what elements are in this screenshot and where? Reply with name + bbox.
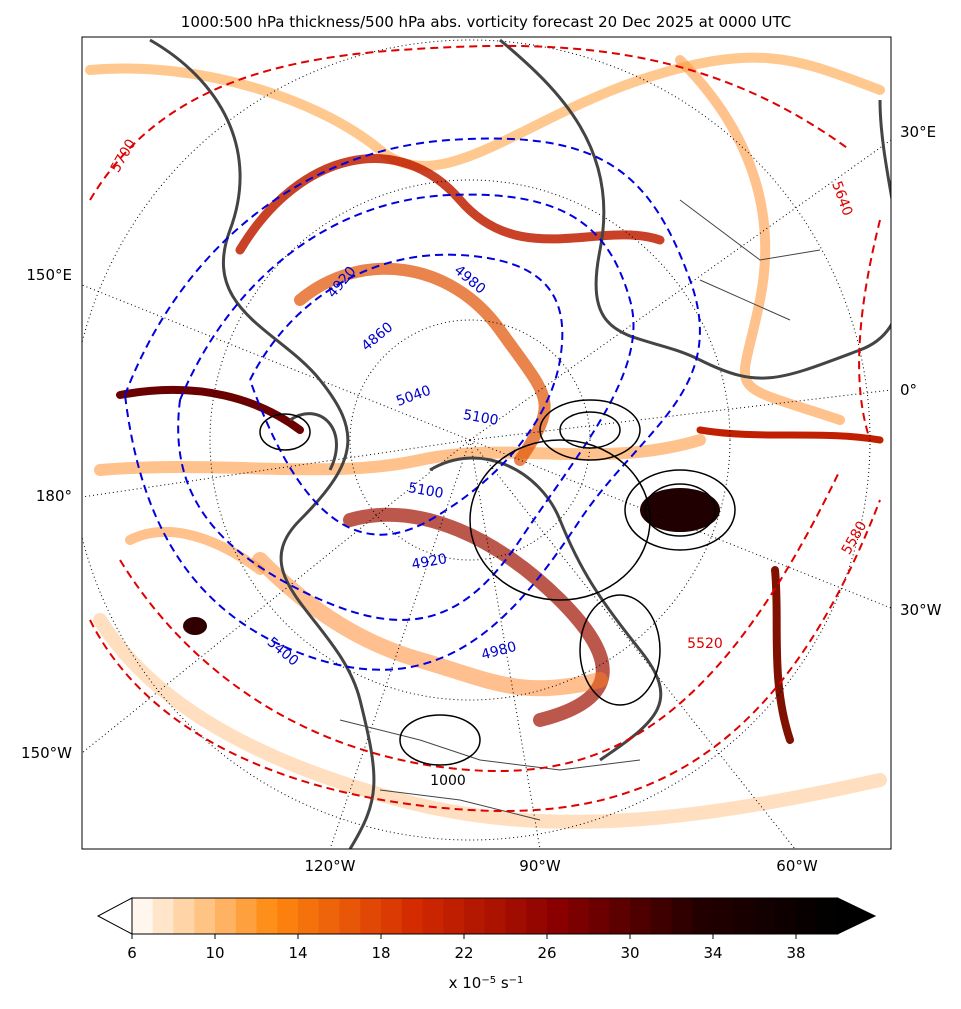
colorbar-box — [443, 898, 465, 934]
colorbar-box — [505, 898, 527, 934]
map-frame — [81, 36, 892, 850]
colorbar-label-part: −5 — [481, 975, 496, 986]
colorbar-box — [215, 898, 237, 934]
colorbar-tick-label: 34 — [703, 944, 722, 962]
colorbar-tick-label: 38 — [786, 944, 805, 962]
grid-label: 60°W — [776, 857, 818, 875]
grid-label: 90°W — [519, 857, 561, 875]
contour-label: 5520 — [687, 636, 723, 652]
colorbar-box — [339, 898, 361, 934]
colorbar-box — [318, 898, 340, 934]
colorbar-tick-label: 22 — [454, 944, 473, 962]
contour-label: 1000 — [430, 773, 466, 789]
colorbar-box — [588, 898, 610, 934]
colorbar-box — [277, 898, 299, 934]
colorbar-label-part: −1 — [509, 975, 524, 986]
colorbar-box — [464, 898, 486, 934]
colorbar-tick-label: 14 — [288, 944, 307, 962]
contour-label: 5100 — [462, 407, 500, 429]
colorbar-box — [754, 898, 776, 934]
vorticity-field — [85, 52, 887, 829]
colorbar-label-part: x 10 — [449, 974, 482, 992]
colorbar-box — [816, 898, 838, 934]
map — [82, 37, 891, 849]
thickness-low — [124, 137, 701, 671]
colorbar-tick-label: 26 — [537, 944, 556, 962]
colorbar-box — [547, 898, 569, 934]
colorbar-tick-label: 10 — [205, 944, 224, 962]
colorbar-box — [796, 898, 818, 934]
colorbar-box — [526, 898, 548, 934]
colorbar-box — [152, 898, 174, 934]
colorbar-box — [775, 898, 797, 934]
title: 1000:500 hPa thickness/500 hPa abs. vort… — [181, 13, 791, 31]
colorbar-box — [256, 898, 278, 934]
colorbar-box — [173, 898, 195, 934]
colorbar-box — [650, 898, 672, 934]
colorbar-box — [609, 898, 631, 934]
grid-label: 150°W — [21, 744, 72, 762]
colorbar-box — [381, 898, 403, 934]
colorbar-box — [567, 898, 589, 934]
colorbar-tick-label: 30 — [620, 944, 639, 962]
colorbar-box — [360, 898, 382, 934]
colorbar-box — [484, 898, 506, 934]
colorbar-box — [422, 898, 444, 934]
colorbar-box — [298, 898, 320, 934]
colorbar-label-part: s — [496, 974, 509, 992]
colorbar-box — [733, 898, 755, 934]
colorbar-frame — [131, 897, 838, 935]
colorbar-label: x 10−5 s−1 — [449, 974, 524, 992]
colorbar-extend-low — [96, 897, 133, 935]
grid-label: 30°E — [900, 123, 936, 141]
grid-label: 120°W — [305, 857, 356, 875]
borders — [339, 199, 821, 821]
colorbar-box — [713, 898, 735, 934]
pressure-contours — [259, 399, 736, 766]
colorbar-box — [671, 898, 693, 934]
colorbar-tick-label: 18 — [371, 944, 390, 962]
colorbar-box — [194, 898, 216, 934]
contour-label: 5100 — [407, 480, 445, 502]
colorbar-tick-label: 6 — [127, 944, 137, 962]
colorbar-box — [132, 898, 154, 934]
grid-label: 180° — [36, 487, 72, 505]
colorbar-box — [235, 898, 257, 934]
grid-label: 0° — [900, 381, 917, 399]
grid-label: 150°E — [26, 266, 72, 284]
colorbar-box — [401, 898, 423, 934]
thickness-high — [89, 44, 881, 812]
contour-label: 4920 — [410, 551, 448, 573]
grid-label: 30°W — [900, 601, 942, 619]
colorbar-box — [630, 898, 652, 934]
colorbar-extend-high — [837, 897, 877, 935]
colorbar-box — [692, 898, 714, 934]
